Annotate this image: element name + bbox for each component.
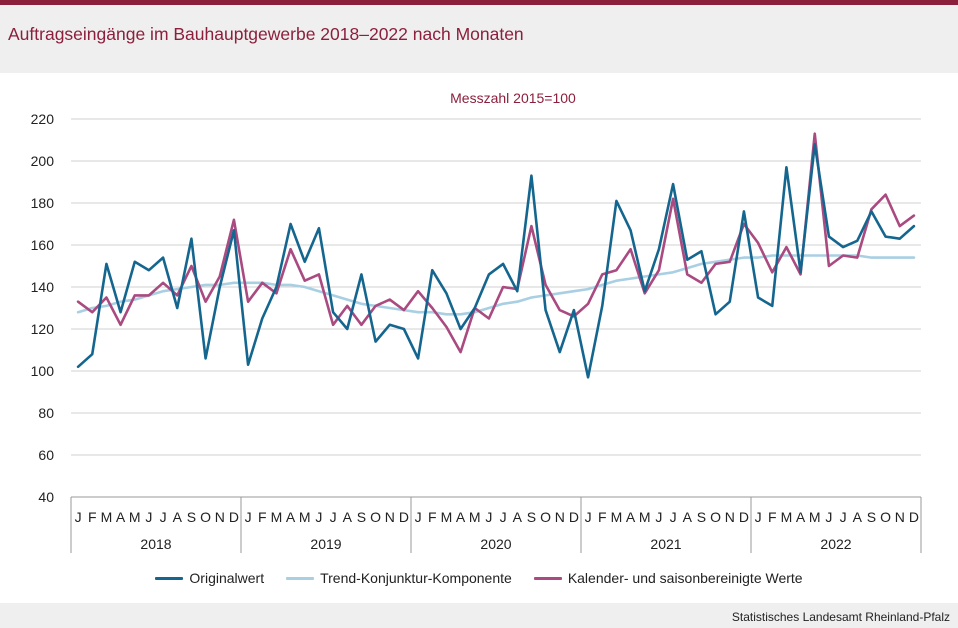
- month-tick-label: M: [781, 509, 793, 525]
- month-tick-label: M: [129, 509, 141, 525]
- month-tick-label: S: [867, 509, 876, 525]
- month-tick-label: A: [116, 509, 126, 525]
- month-tick-label: J: [485, 509, 492, 525]
- month-tick-label: J: [145, 509, 152, 525]
- month-tick-label: A: [286, 509, 296, 525]
- month-tick-label: D: [909, 509, 919, 525]
- year-label: 2021: [650, 536, 681, 552]
- month-tick-label: A: [343, 509, 353, 525]
- month-tick-label: J: [670, 509, 677, 525]
- month-tick-label: N: [555, 509, 565, 525]
- year-label: 2022: [820, 536, 851, 552]
- month-tick-label: J: [655, 509, 662, 525]
- month-tick-label: N: [385, 509, 395, 525]
- page-title: Auftragseingänge im Bauhauptgewerbe 2018…: [8, 24, 524, 44]
- month-tick-label: O: [370, 509, 381, 525]
- month-tick-label: D: [569, 509, 579, 525]
- year-label: 2018: [140, 536, 171, 552]
- top-accent-bar: [0, 0, 958, 5]
- month-tick-label: A: [456, 509, 466, 525]
- month-tick-label: M: [639, 509, 651, 525]
- month-tick-label: J: [245, 509, 252, 525]
- chart-panel: Messzahl 2015=100 40 60 80 100 120 140 160 180 20…: [0, 73, 958, 603]
- month-tick-label: J: [75, 509, 82, 525]
- year-label: 2020: [480, 536, 511, 552]
- month-tick-label: A: [796, 509, 806, 525]
- month-tick-label: N: [895, 509, 905, 525]
- legend-swatch: [533, 576, 562, 580]
- month-tick-label: J: [315, 509, 322, 525]
- month-tick-label: A: [853, 509, 863, 525]
- source-note: Statistisches Landesamt Rheinland-Pfalz: [731, 610, 950, 624]
- month-tick-label: O: [200, 509, 211, 525]
- month-tick-label: D: [399, 509, 409, 525]
- month-tick-label: A: [683, 509, 693, 525]
- y-tick-label: 120: [31, 321, 55, 337]
- y-tick-label: 160: [31, 237, 55, 253]
- month-tick-label: J: [840, 509, 847, 525]
- month-tick-label: M: [441, 509, 453, 525]
- month-tick-label: M: [809, 509, 821, 525]
- y-tick-label: 100: [31, 363, 55, 379]
- month-tick-label: J: [415, 509, 422, 525]
- legend-label: Originalwert: [189, 570, 265, 586]
- month-tick-label: S: [527, 509, 536, 525]
- month-tick-label: M: [611, 509, 623, 525]
- month-tick-label: M: [271, 509, 283, 525]
- month-tick-label: S: [357, 509, 366, 525]
- month-tick-label: J: [330, 509, 337, 525]
- month-tick-label: F: [768, 509, 777, 525]
- month-tick-label: D: [739, 509, 749, 525]
- month-tick-label: M: [299, 509, 311, 525]
- y-tick-label: 140: [31, 279, 55, 295]
- legend-entry: Kalender- und saisonbereinigte Werte: [533, 570, 803, 586]
- chart-subtitle: Messzahl 2015=100: [450, 90, 576, 106]
- month-tick-label: O: [880, 509, 891, 525]
- month-tick-label: J: [585, 509, 592, 525]
- series-line-originalwert: [76, 142, 916, 379]
- month-tick-label: M: [469, 509, 481, 525]
- y-tick-label: 80: [38, 405, 54, 421]
- month-tick-label: S: [697, 509, 706, 525]
- month-tick-label: S: [187, 509, 196, 525]
- month-tick-label: J: [160, 509, 167, 525]
- year-label: 2019: [310, 536, 341, 552]
- y-tick-label: 200: [31, 153, 55, 169]
- y-tick-label: 40: [38, 489, 54, 505]
- month-tick-label: A: [626, 509, 636, 525]
- y-tick-label: 60: [38, 447, 54, 463]
- month-tick-label: A: [173, 509, 183, 525]
- month-tick-label: J: [825, 509, 832, 525]
- line-chart: Messzahl 2015=100 40 60 80 100 120 140 160 180 20…: [31, 90, 922, 553]
- legend-swatch: [155, 576, 184, 580]
- month-tick-label: F: [428, 509, 437, 525]
- month-tick-label: N: [725, 509, 735, 525]
- month-tick-label: J: [755, 509, 762, 525]
- month-tick-label: O: [540, 509, 551, 525]
- month-tick-label: N: [215, 509, 225, 525]
- legend-entry: Originalwert: [155, 570, 264, 586]
- legend-entry: Trend-Konjunktur-Komponente: [286, 570, 512, 586]
- chart-legend: Originalwert Trend-Konjunktur-Komponente K…: [0, 567, 958, 589]
- month-tick-label: F: [258, 509, 267, 525]
- series-line-kalender-und-saisonbereinigte-werte: [76, 132, 916, 354]
- month-tick-label: F: [598, 509, 607, 525]
- month-tick-label: A: [513, 509, 523, 525]
- legend-label: Trend-Konjunktur-Komponente: [320, 570, 512, 586]
- y-tick-label: 180: [31, 195, 55, 211]
- month-tick-label: F: [88, 509, 97, 525]
- month-tick-label: M: [101, 509, 113, 525]
- month-tick-label: D: [229, 509, 239, 525]
- legend-label: Kalender- und saisonbereinigte Werte: [567, 570, 803, 586]
- legend-swatch: [286, 576, 315, 580]
- month-tick-label: J: [500, 509, 507, 525]
- y-tick-label: 220: [31, 111, 55, 127]
- month-tick-label: O: [710, 509, 721, 525]
